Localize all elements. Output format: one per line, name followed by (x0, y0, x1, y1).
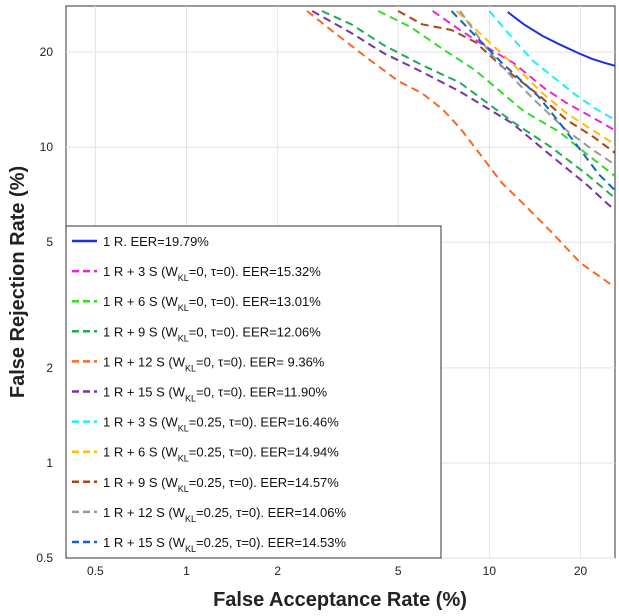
series-line-11 (450, 10, 615, 192)
series-line-6 (311, 10, 615, 212)
x-tick-label: 0.5 (87, 564, 104, 578)
legend-entry: 1 R + 6 S (WKL=0.25, τ=0). EER=14.94% (103, 445, 339, 464)
legend-entry: 1 R + 9 S (WKL=0, τ=0). EER=12.06% (103, 324, 321, 343)
y-tick-label: 10 (40, 140, 54, 154)
y-tick-label: 2 (46, 361, 53, 375)
x-axis-title: False Acceptance Rate (%) (213, 589, 467, 611)
legend: 1 R. EER=19.79% 1 R + 3 S (WKL=0, τ=0). E… (65, 225, 442, 559)
series-line-8 (456, 10, 615, 146)
x-tick-label: 10 (483, 564, 497, 578)
legend-entry: 1 R + 6 S (WKL=0, τ=0). EER=13.01% (103, 294, 321, 313)
series-lines (306, 10, 615, 289)
y-axis-title: False Rejection Rate (%) (7, 166, 29, 398)
x-tick-label: 5 (395, 564, 402, 578)
x-tick-label: 1 (183, 564, 190, 578)
y-tick-label: 20 (40, 45, 54, 59)
legend-box (65, 225, 442, 559)
series-line-1 (507, 11, 615, 67)
legend-entry: 1 R + 3 S (WKL=0, τ=0). EER=15.32% (103, 264, 321, 283)
legend-entry: 1 R + 15 S (WKL=0.25, τ=0). EER=14.53% (103, 535, 346, 554)
legend-entry: 1 R. EER=19.79% (103, 234, 209, 249)
x-tick-label: 20 (574, 564, 588, 578)
y-tick-label: 5 (46, 235, 53, 249)
legend-entry: 1 R + 12 S (WKL=0.25, τ=0). EER=14.06% (103, 505, 346, 524)
legend-entry: 1 R + 9 S (WKL=0.25, τ=0). EER=14.57% (103, 475, 339, 494)
series-line-5 (306, 10, 615, 289)
y-tick-labels: 0.5 1 2 5 10 20 (36, 45, 53, 565)
y-tick-label: 0.5 (36, 551, 53, 565)
series-line-4 (321, 10, 615, 199)
legend-entry: 1 R + 12 S (WKL=0, τ=0). EER= 9.36% (103, 354, 325, 373)
series-line-2 (432, 10, 615, 132)
series-line-3 (377, 10, 615, 177)
x-tick-label: 2 (274, 564, 281, 578)
legend-entry: 1 R + 15 S (WKL=0, τ=0). EER=11.90% (103, 385, 327, 404)
y-tick-label: 1 (46, 456, 53, 470)
legend-entry: 1 R + 3 S (WKL=0.25, τ=0). EER=16.46% (103, 415, 339, 434)
x-tick-labels: 0.5 1 2 5 10 20 (87, 564, 587, 578)
series-line-7 (488, 10, 615, 121)
